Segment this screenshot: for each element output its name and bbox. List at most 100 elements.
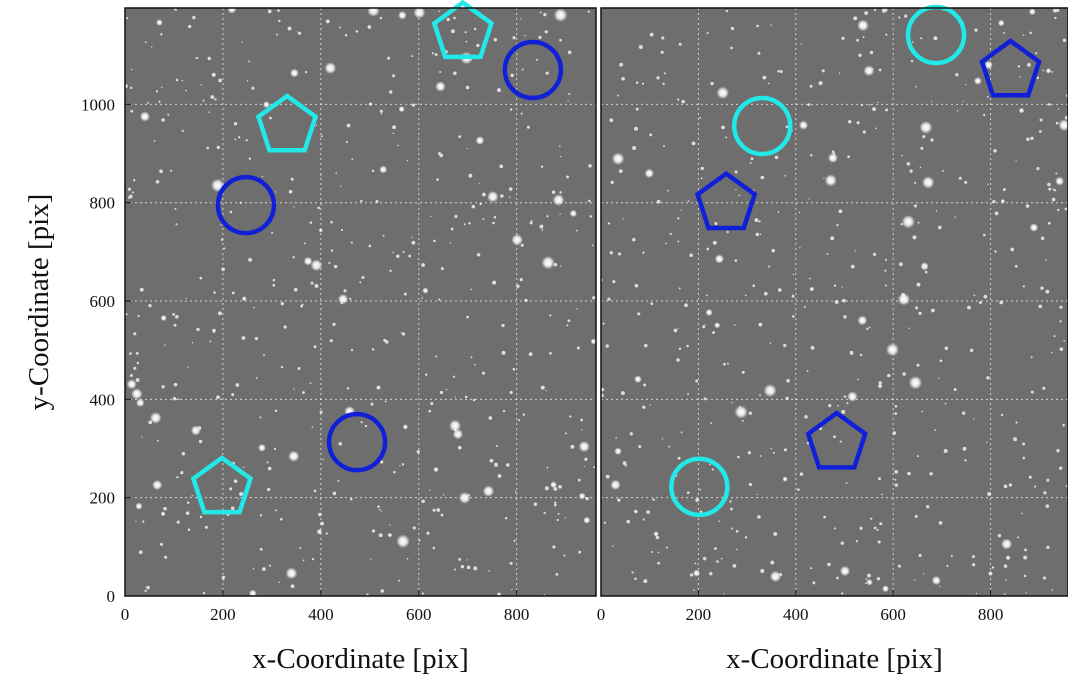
star [634,509,638,513]
star [468,222,471,225]
star [433,467,438,472]
star [917,455,919,457]
star [137,403,139,405]
star [160,315,166,321]
star [441,267,444,270]
star [566,175,569,178]
star [643,383,646,386]
star [851,265,855,269]
star [238,136,240,138]
star [756,25,759,28]
star [164,556,167,559]
star [857,20,869,32]
star [578,551,581,554]
star [407,558,409,560]
star [920,262,928,270]
star [610,251,613,254]
star [1029,32,1032,35]
star [909,376,923,390]
star [568,51,572,55]
star [1024,575,1027,578]
star [421,9,423,11]
star [476,44,479,47]
star [1015,265,1018,268]
star [857,121,860,124]
star [768,83,770,85]
star [872,107,876,111]
star [268,10,272,14]
star [584,458,587,461]
star [545,486,549,490]
star [136,378,140,382]
star [706,309,713,316]
star [500,194,504,198]
star [192,16,195,19]
star [195,57,197,59]
star [848,120,852,124]
star [174,324,177,327]
star [933,36,937,40]
star [962,411,965,414]
star [634,375,642,383]
star [453,72,457,76]
star [668,446,670,448]
star [841,541,844,544]
star [470,356,472,358]
star [756,494,757,495]
star [541,256,554,269]
star [854,250,855,251]
star [936,210,938,212]
star [137,362,140,365]
star [262,567,266,571]
star [451,29,455,33]
star [243,467,244,468]
star [365,425,367,427]
star [161,511,166,516]
star [520,278,523,281]
star [1047,183,1051,187]
star [523,413,525,415]
star [904,14,907,17]
star [231,393,234,396]
star [918,222,920,224]
star [512,36,515,39]
star [944,449,948,453]
star [857,315,867,325]
star [541,166,543,168]
star [869,326,871,328]
star [621,77,625,81]
star [870,51,873,54]
star [560,156,561,157]
star [158,101,160,103]
star [412,104,415,107]
star [612,545,614,547]
star [768,266,770,268]
star [643,519,645,521]
star [227,5,236,14]
star [895,412,898,415]
star [293,388,294,389]
star [920,147,923,150]
star [277,9,280,12]
star [359,281,361,283]
star [203,592,205,594]
star [721,558,723,560]
star [259,416,261,418]
star [735,189,736,190]
star [439,71,441,73]
star [513,368,516,371]
star [192,342,193,343]
star [440,391,443,394]
star [878,477,881,480]
star [522,69,524,71]
star [731,528,733,530]
star [490,459,494,463]
star [1062,424,1065,427]
star [1023,457,1026,460]
star [639,45,643,49]
star [920,37,922,39]
star [476,136,485,145]
star [272,284,275,287]
star [567,100,568,101]
star [554,501,556,503]
